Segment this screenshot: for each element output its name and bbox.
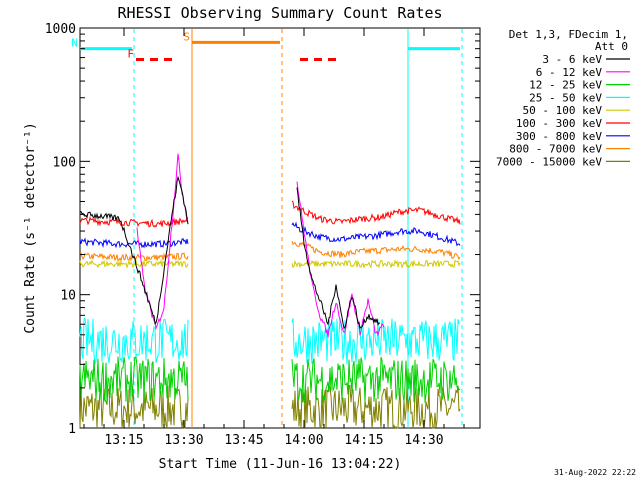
series-100-300-kev xyxy=(79,200,461,228)
flag-label-f: F xyxy=(127,48,134,61)
x-tick-label-14-30: 14:30 xyxy=(404,433,443,448)
legend-header-line-1: Det 1,3, FDecim 1, xyxy=(509,28,628,41)
legend-label-6-12-kev: 6 - 12 keV xyxy=(536,66,603,79)
x-tick-label-14-15: 14:15 xyxy=(344,433,383,448)
x-tick-label-14-00: 14:00 xyxy=(284,433,323,448)
series-300-800-kev xyxy=(79,221,461,249)
legend-label-3-6-kev: 3 - 6 keV xyxy=(542,53,602,66)
vertical-markers xyxy=(133,29,463,428)
legend-label-25-50-kev: 25 - 50 keV xyxy=(529,91,602,104)
legend-label-300-800-kev: 300 - 800 keV xyxy=(516,130,602,143)
x-axis-label: Start Time (11-Jun-16 13:04:22) xyxy=(159,457,402,472)
x-tick-label-13-15: 13:15 xyxy=(104,433,143,448)
series-50-100-kev xyxy=(79,258,461,270)
series-6-12-kev xyxy=(136,153,385,338)
series-lines xyxy=(79,153,461,430)
legend-label-800-7000-kev: 800 - 7000 keV xyxy=(509,143,602,156)
axis-ticks: 13:15 13:30 13:45 14:00 14:15 14:30 1 10 100 1000 xyxy=(45,22,480,448)
legend-label-50-100-kev: 50 - 100 keV xyxy=(523,104,603,117)
legend-label-12-25-kev: 12 - 25 keV xyxy=(529,79,602,92)
x-tick-label-13-30: 13:30 xyxy=(164,433,203,448)
flag-bars: N S F xyxy=(71,30,460,62)
flag-label-s: S xyxy=(183,30,190,43)
series-25-50-kev xyxy=(79,317,460,366)
x-tick-label-13-45: 13:45 xyxy=(224,433,263,448)
legend-header-line-2: Att 0 xyxy=(595,40,628,53)
y-tick-label-1000: 1000 xyxy=(45,22,76,37)
y-tick-label-10: 10 xyxy=(60,289,76,304)
plot-frame xyxy=(79,27,481,429)
footer-date: 31-Aug-2022 22:22 xyxy=(554,468,636,477)
series-800-7000-kev xyxy=(80,241,461,263)
series-7000-15000-kev xyxy=(79,383,461,430)
y-axis-label: Count Rate (s⁻¹ detector⁻¹) xyxy=(23,122,38,333)
chart-title: RHESSI Observing Summary Count Rates xyxy=(117,4,442,22)
legend-label-100-300-kev: 100 - 300 keV xyxy=(516,117,602,130)
legend-label-7000-15000-kev: 7000 - 15000 keV xyxy=(496,155,602,168)
y-tick-label-100: 100 xyxy=(53,155,76,170)
series-3-6-kev xyxy=(79,175,381,330)
y-tick-label-1: 1 xyxy=(68,422,76,437)
flag-label-n: N xyxy=(71,37,78,50)
series-12-25-kev xyxy=(79,356,460,404)
